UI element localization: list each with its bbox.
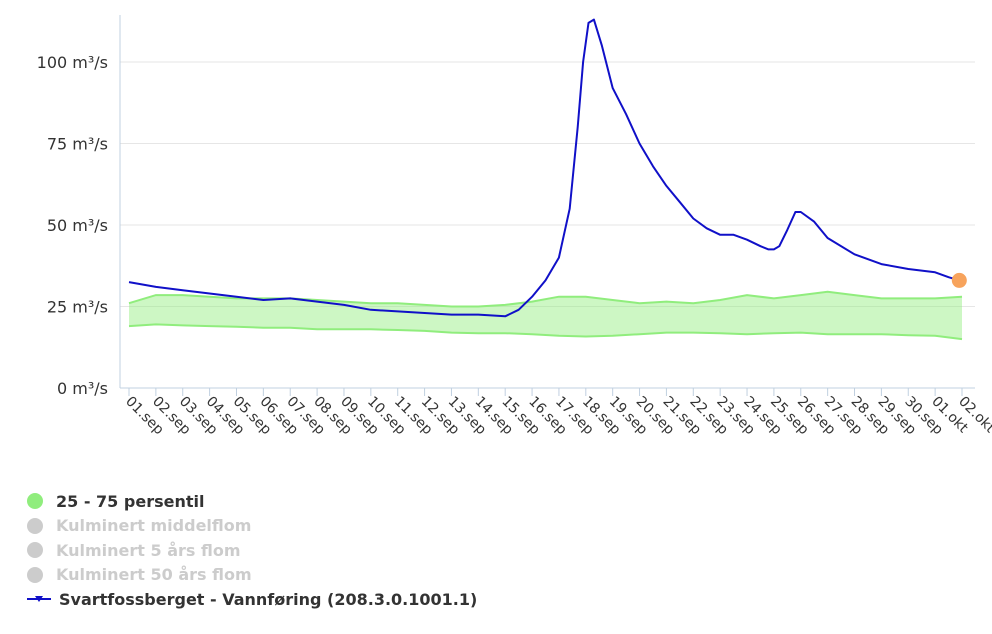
- legend-item-middelflom[interactable]: Kulminert middelflom: [27, 514, 477, 539]
- legend-item-percentile[interactable]: 25 - 75 persentil: [27, 489, 477, 514]
- y-tick-label: 75 m³/s: [47, 135, 108, 154]
- x-axis-ticks: 01.sep02.sep03.sep04.sep05.sep06.sep07.s…: [122, 388, 992, 438]
- percentile-lower-line: [128, 323, 963, 341]
- legend-label: 25 - 75 persentil: [56, 491, 205, 511]
- last-value-marker: [951, 272, 967, 288]
- y-tick-label: 100 m³/s: [37, 53, 108, 72]
- legend-item-vannforing[interactable]: Svartfossberget - Vannføring (208.3.0.10…: [27, 587, 477, 612]
- legend-dot-icon: [27, 542, 43, 559]
- gridlines: [120, 61, 975, 307]
- y-tick-label: 25 m³/s: [47, 298, 108, 317]
- y-axis-ticks: 0 m³/s 25 m³/s 50 m³/s 75 m³/s 100 m³/s: [37, 53, 108, 398]
- legend-dot-icon: [27, 493, 43, 510]
- legend-dot-icon: [27, 566, 43, 583]
- legend-label: Kulminert 5 års flom: [56, 540, 241, 560]
- legend-item-50-ars-flom[interactable]: Kulminert 50 års flom: [27, 563, 477, 588]
- line-marker-icon: [27, 596, 51, 603]
- plot-series: [128, 18, 967, 341]
- legend: 25 - 75 persentil Kulminert middelflom K…: [27, 489, 477, 612]
- legend-item-5-ars-flom[interactable]: Kulminert 5 års flom: [27, 538, 477, 563]
- y-tick-label: 50 m³/s: [47, 216, 108, 235]
- legend-label: Kulminert middelflom: [56, 516, 252, 536]
- percentile-upper-line: [128, 290, 963, 308]
- chart-canvas: 0 m³/s 25 m³/s 50 m³/s 75 m³/s 100 m³/s 01.s…: [37, 15, 992, 438]
- y-tick-label: 0 m³/s: [57, 379, 108, 398]
- legend-dot-icon: [27, 517, 43, 534]
- legend-label: Svartfossberget - Vannføring (208.3.0.10…: [59, 589, 478, 609]
- discharge-line: [128, 18, 960, 318]
- legend-label: Kulminert 50 års flom: [56, 565, 252, 585]
